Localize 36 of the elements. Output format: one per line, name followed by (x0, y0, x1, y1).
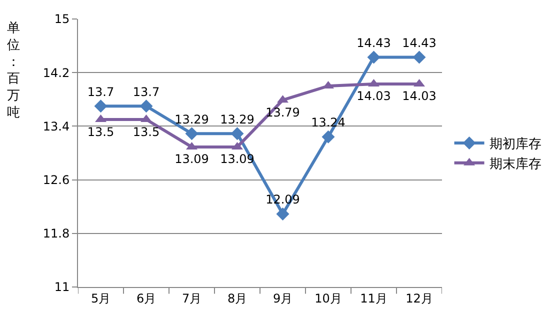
y-tick-label: 12.6 (42, 173, 70, 187)
point (322, 130, 335, 144)
x-tick-label: 10月 (314, 291, 342, 306)
data-label: 13.09 (174, 152, 209, 166)
y-tick-label: 13.4 (42, 119, 70, 134)
y-axis-title: 单位：百万吨 (7, 21, 20, 120)
y-tick-label: 15 (54, 12, 70, 26)
data-label: 13.5 (87, 124, 114, 139)
data-label: 13.29 (174, 112, 209, 126)
y-tick-label: 11.8 (42, 226, 70, 241)
point (185, 127, 198, 140)
data-label: 13.29 (220, 112, 254, 126)
data-label: 13.7 (132, 84, 160, 99)
legend-label: 期末库存 (489, 156, 542, 172)
legend-label: 期初库存 (489, 137, 542, 152)
x-tick-label: 11月 (360, 291, 388, 306)
point (230, 127, 244, 140)
x-tick-label: 8月 (227, 291, 248, 306)
x-tick-label: 12月 (406, 291, 433, 306)
point (276, 207, 290, 220)
point (94, 100, 108, 113)
point (140, 100, 153, 113)
point (367, 50, 380, 64)
x-tick-label: 5月 (90, 291, 111, 306)
data-label: 14.03 (402, 89, 436, 104)
x-tick-label: 7月 (182, 291, 202, 306)
x-tick-label: 6月 (136, 291, 156, 306)
data-label: 14.43 (402, 36, 436, 50)
y-tick-label: 11 (54, 280, 70, 294)
data-label: 13.5 (132, 124, 160, 139)
point (412, 50, 426, 64)
data-label: 14.03 (356, 89, 391, 104)
data-label: 14.43 (356, 36, 391, 50)
y-tick-label: 14.2 (42, 66, 70, 80)
x-tick-label: 9月 (272, 291, 293, 306)
data-label: 13.7 (87, 84, 114, 99)
